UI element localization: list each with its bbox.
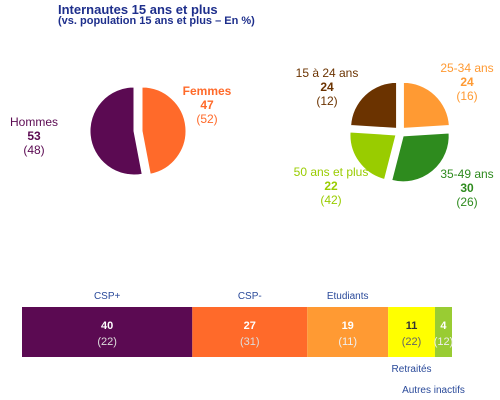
pie-slice-35-49 [391,132,450,183]
label-35-49-name: 35-49 ans [440,167,493,181]
chart-subtitle: (vs. population 15 ans et plus – En %) [58,15,255,27]
label-hommes-ref: (48) [23,143,44,157]
bar-ref-3: (11) [338,336,357,348]
label-15-24-ref: (12) [316,94,337,108]
pie-slice-15-24 [350,81,398,129]
bar-segment-4 [388,307,435,357]
label-35-49-ref: (26) [456,195,477,209]
bar-value-5: 4 [440,320,447,332]
label-50-plus-ref: (42) [320,193,341,207]
bar-segment-3 [307,307,389,357]
chart-title: Internautes 15 ans et plus [58,2,218,17]
label-femmes-value: 47 [200,98,214,112]
label-hommes-value: 53 [27,129,41,143]
bar-ref-5: (12) [434,336,454,348]
label-femmes-ref: (52) [196,112,217,126]
label-25-34-ref: (16) [456,89,477,103]
label-femmes-name: Femmes [183,84,232,98]
label-50-plus-name: 50 ans et plus [294,165,369,179]
label-15-24-name: 15 à 24 ans [296,66,359,80]
bar-value-3: 19 [342,320,354,332]
pie-slice-hommes [89,86,143,176]
label-15-24-value: 24 [320,80,334,94]
bar-value-2: 27 [244,320,256,332]
bar-ref-1: (22) [97,336,117,348]
label-25-34-name: 25-34 ans [440,61,493,75]
pie-slice-femmes [141,86,187,175]
bar-ref-4: (22) [402,336,422,348]
pie-slice-50-plus [349,131,397,181]
bar-segment-1 [22,307,193,357]
bar-category-3: Etudiants [327,291,369,302]
pie-slice-25-34 [402,81,450,129]
bar-value-4: 11 [406,320,418,332]
bar-segment-5 [434,307,452,357]
label-hommes-name: Hommes [10,115,58,129]
label-35-49-value: 30 [460,181,474,195]
label-25-34-value: 24 [460,75,474,89]
bar-value-1: 40 [101,320,113,332]
bar-ref-2: (31) [240,336,260,348]
bar-category-1: CSP+ [94,291,121,302]
bar-category-2: CSP- [238,291,262,302]
bar-segment-2 [192,307,308,357]
bar-category-5: Autres inactifs [402,385,465,396]
label-50-plus-value: 22 [324,179,338,193]
bar-category-4: Retraités [392,364,432,375]
